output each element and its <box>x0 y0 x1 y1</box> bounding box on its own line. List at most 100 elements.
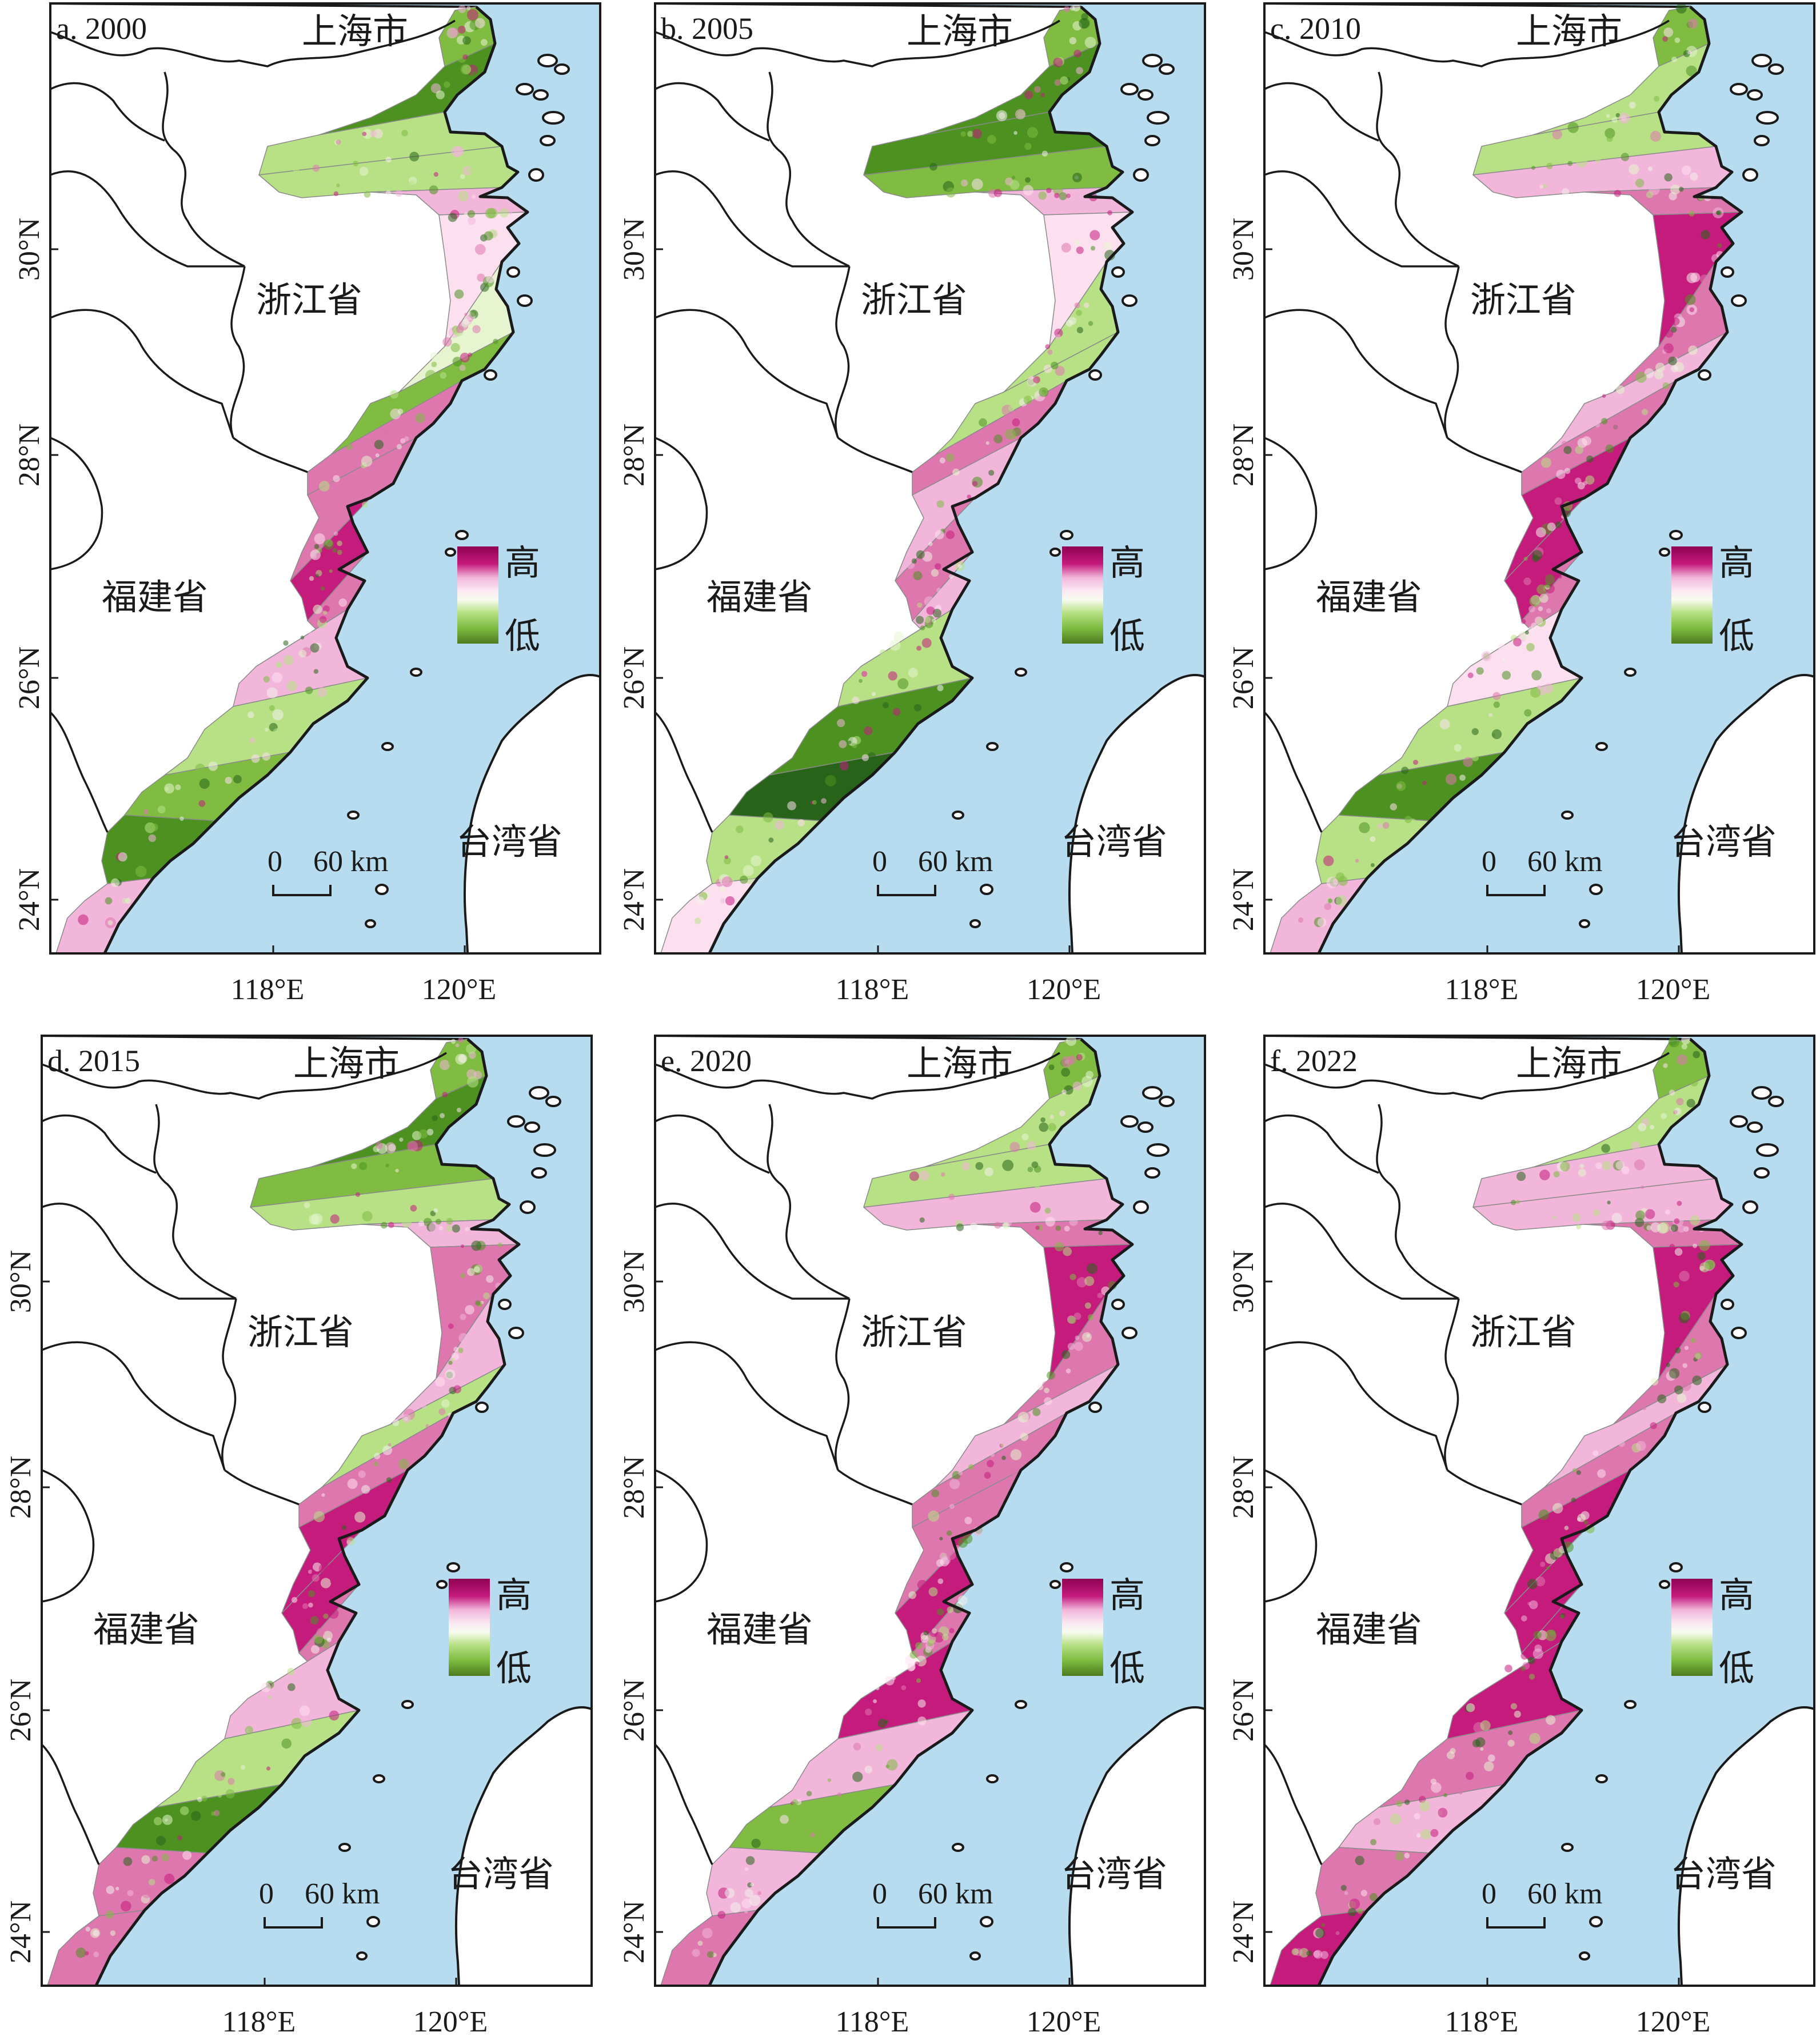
land-cover-speckle <box>1578 1168 1586 1177</box>
island <box>986 1774 999 1783</box>
land-cover-speckle <box>1701 230 1710 239</box>
land-cover-speckle <box>873 1699 877 1703</box>
lat-tick-label: 30°N <box>13 218 46 281</box>
land-cover-speckle <box>1635 178 1645 187</box>
land-cover-speckle <box>1431 1782 1442 1793</box>
land-cover-speckle <box>1595 157 1601 163</box>
land-cover-speckle <box>1654 370 1664 380</box>
land-cover-speckle <box>707 1951 714 1958</box>
land-cover-speckle <box>1547 522 1556 531</box>
island <box>533 89 549 101</box>
land-cover-speckle <box>1025 177 1031 183</box>
land-cover-speckle <box>835 1753 840 1759</box>
land-cover-speckle <box>1686 1099 1695 1108</box>
lat-tick-label: 30°N <box>618 218 650 281</box>
land-cover-speckle <box>439 1060 450 1071</box>
province-border <box>1264 1743 1323 1865</box>
island <box>1111 266 1125 278</box>
land-cover-speckle <box>436 90 445 99</box>
island <box>1768 63 1784 75</box>
land-cover-speckle <box>1528 1674 1535 1680</box>
land-cover-speckle <box>472 194 476 199</box>
land-cover-speckle <box>1615 1161 1625 1170</box>
land-cover-speckle <box>105 897 113 905</box>
land-cover-speckle <box>430 83 441 94</box>
legend-color-ramp <box>1671 1579 1713 1676</box>
land-cover-speckle <box>240 1764 246 1770</box>
land-cover-speckle <box>328 1608 339 1619</box>
land-cover-speckle <box>1439 718 1450 729</box>
land-cover-speckle <box>1669 1038 1677 1046</box>
legend: 高低 <box>1062 544 1145 656</box>
land-cover-speckle <box>1034 86 1041 93</box>
land-cover-speckle <box>1670 1224 1678 1232</box>
land-cover-speckle <box>433 1208 438 1213</box>
land-cover-speckle <box>1091 246 1096 251</box>
land-cover-speckle <box>281 1738 292 1749</box>
legend-color-ramp <box>1062 546 1103 644</box>
land-cover-speckle <box>1510 1703 1517 1710</box>
land-cover-speckle <box>465 1305 474 1315</box>
land-cover-speckle <box>751 1838 761 1849</box>
province-border <box>655 309 839 438</box>
scale-bar: 0 60 km <box>259 1878 380 1929</box>
land-cover-speckle <box>395 189 403 197</box>
land-cover-speckle <box>218 1794 222 1798</box>
land-cover-speckle <box>331 1568 342 1579</box>
land-cover-speckle <box>936 500 944 508</box>
land-cover-speckle <box>853 1742 861 1751</box>
legend-high: 高 <box>496 1576 532 1615</box>
island <box>508 1327 524 1339</box>
land-cover-speckle <box>1597 1469 1606 1478</box>
province-border <box>767 71 850 268</box>
land-cover-speckle <box>1534 616 1543 625</box>
land-cover-speckle <box>1008 1464 1020 1476</box>
land-cover-speckle <box>810 1833 815 1838</box>
scale-bar-line <box>877 885 936 896</box>
land-cover-speckle <box>429 1125 434 1129</box>
land-cover-speckle <box>946 1530 952 1536</box>
land-cover-speckle <box>1576 1470 1582 1475</box>
land-cover-speckle <box>1576 1224 1581 1229</box>
land-cover-speckle <box>338 598 347 607</box>
land-cover-speckle <box>1615 113 1621 118</box>
scale-bar-line <box>1486 1917 1546 1929</box>
land-cover-speckle <box>1471 728 1479 736</box>
land-cover-speckle <box>1348 1907 1356 1917</box>
lon-tick-label: 120°E <box>1636 973 1711 1006</box>
land-cover-speckle <box>1484 1761 1494 1771</box>
island <box>1142 54 1163 67</box>
land-cover-speckle <box>462 36 471 45</box>
land-cover-speckle <box>1662 93 1666 97</box>
land-cover-speckle <box>848 740 852 744</box>
land-cover-speckle <box>958 1471 963 1476</box>
land-cover-speckle <box>388 1221 394 1228</box>
land-cover-speckle <box>975 1162 984 1170</box>
land-cover-speckle <box>1039 1122 1048 1132</box>
land-cover-speckle <box>1567 122 1579 133</box>
land-cover-speckle <box>1035 1184 1040 1189</box>
island <box>365 919 376 928</box>
land-cover-speckle <box>984 1472 991 1479</box>
land-cover-speckle <box>316 1628 325 1637</box>
land-cover-speckle <box>457 26 466 34</box>
land-cover-speckle <box>442 337 452 347</box>
island <box>980 1916 993 1927</box>
province-border <box>1376 71 1459 268</box>
province-border <box>835 1298 851 1471</box>
land-cover-speckle <box>1538 1509 1549 1520</box>
land-cover-speckle <box>121 1901 131 1912</box>
land-cover-speckle <box>1606 114 1610 118</box>
island <box>1138 89 1154 101</box>
land-cover-speckle <box>926 606 935 615</box>
land-cover-speckle <box>985 441 989 445</box>
panel-frame <box>654 2 1206 955</box>
land-cover-speckle <box>1646 191 1654 198</box>
land-cover-speckle <box>1023 185 1033 195</box>
land-cover-speckle <box>458 1037 464 1043</box>
land-cover-speckle <box>1396 1800 1403 1807</box>
land-cover-speckle <box>1689 307 1695 313</box>
land-cover-speckle <box>1035 1225 1040 1230</box>
